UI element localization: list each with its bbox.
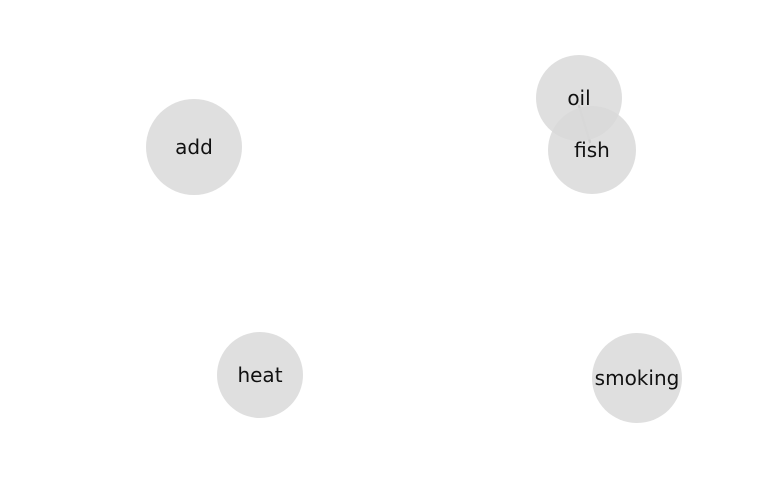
node-label-fish: fish [574, 138, 610, 162]
node-fish[interactable] [548, 106, 636, 194]
node-add[interactable] [146, 99, 242, 195]
node-label-add: add [175, 135, 213, 159]
node-label-smoking: smoking [595, 366, 680, 390]
labels-layer: add oil fish heat smoking [175, 86, 679, 390]
node-label-heat: heat [237, 363, 282, 387]
node-heat[interactable] [217, 332, 303, 418]
nodes-layer [146, 55, 682, 423]
node-label-oil: oil [567, 86, 590, 110]
node-smoking[interactable] [592, 333, 682, 423]
